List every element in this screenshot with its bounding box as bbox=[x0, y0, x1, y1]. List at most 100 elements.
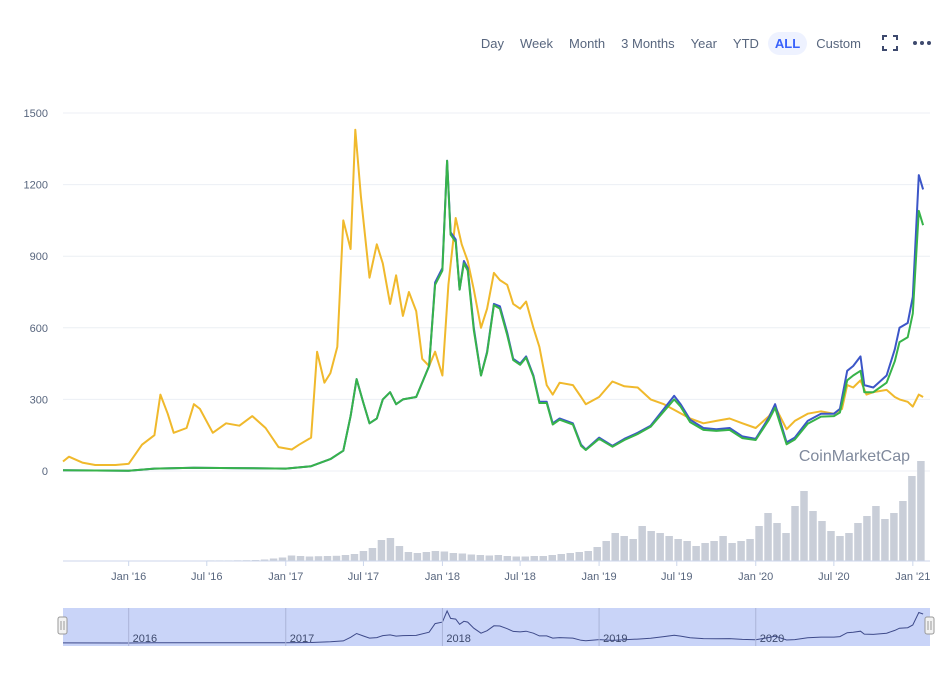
series-lines bbox=[62, 128, 925, 472]
top-edge bbox=[0, 0, 946, 4]
volume-bar bbox=[629, 539, 637, 561]
volume-bar bbox=[458, 553, 467, 561]
y-tick-label: 600 bbox=[30, 323, 48, 335]
navigator-year-label: 2020 bbox=[760, 633, 784, 645]
volume-bar bbox=[917, 461, 925, 561]
x-tick-label: Jan '21 bbox=[895, 571, 930, 583]
volume-bar bbox=[530, 556, 539, 561]
volume-bar bbox=[827, 531, 835, 561]
volume-bar bbox=[575, 552, 583, 561]
watermark-text: CoinMarketCap bbox=[799, 448, 910, 465]
volume-bar bbox=[566, 553, 574, 561]
y-tick-label: 1500 bbox=[24, 108, 48, 120]
navigator-year-label: 2019 bbox=[603, 633, 627, 645]
navigator-handle-right[interactable] bbox=[924, 616, 935, 635]
x-tick-label: Jan '19 bbox=[582, 571, 617, 583]
volume-bar bbox=[674, 539, 682, 561]
volume-bar bbox=[449, 553, 458, 561]
y-tick-label: 900 bbox=[30, 251, 48, 263]
range-3months-button[interactable]: 3 Months bbox=[621, 35, 675, 51]
volume-bar bbox=[719, 536, 727, 561]
volume-bar bbox=[368, 548, 377, 561]
volume-bar bbox=[278, 557, 287, 561]
range-month-button[interactable]: Month bbox=[569, 35, 606, 51]
volume-bar bbox=[323, 556, 332, 561]
navigator-line bbox=[62, 609, 924, 644]
volume-bar bbox=[476, 555, 485, 561]
x-tick-label: Jul '18 bbox=[504, 571, 535, 583]
volume-bar bbox=[494, 555, 503, 561]
range-week-button[interactable]: Week bbox=[520, 35, 554, 51]
navigator-year-label: 2017 bbox=[290, 633, 314, 645]
navigator-year-label: 2016 bbox=[133, 633, 157, 645]
range-ytd-button[interactable]: YTD bbox=[732, 35, 759, 51]
volume-bar bbox=[404, 552, 413, 561]
volume-bar bbox=[638, 526, 646, 561]
volume-bar bbox=[683, 541, 691, 561]
range-day-button[interactable]: Day bbox=[480, 35, 505, 51]
volume-bar bbox=[584, 551, 592, 561]
volume-bar bbox=[305, 556, 314, 561]
volume-bar bbox=[593, 547, 601, 561]
volume-bar bbox=[845, 533, 853, 561]
x-tick-label: Jan '16 bbox=[111, 571, 146, 583]
volume-bars bbox=[63, 461, 925, 561]
volume-bar bbox=[521, 556, 530, 561]
range-all-button[interactable]: ALL bbox=[767, 31, 808, 55]
x-tick-label: Jul '19 bbox=[661, 571, 692, 583]
volume-bar bbox=[881, 519, 889, 561]
volume-bar bbox=[899, 501, 907, 561]
volume-bar bbox=[269, 558, 278, 561]
x-tick-label: Jul '16 bbox=[191, 571, 222, 583]
volume-bar bbox=[728, 543, 736, 561]
series-line-green bbox=[62, 159, 925, 472]
volume-bar bbox=[431, 551, 440, 561]
volume-bar bbox=[386, 538, 395, 561]
series-line-yellow bbox=[62, 128, 924, 466]
volume-bar bbox=[422, 552, 431, 561]
volume-bar bbox=[863, 516, 871, 561]
more-horizontal-icon[interactable] bbox=[912, 40, 932, 46]
range-year-button[interactable]: Year bbox=[690, 35, 717, 51]
navigator-handle-left[interactable] bbox=[57, 616, 68, 635]
volume-bar bbox=[440, 551, 449, 561]
y-tick-label: 300 bbox=[30, 394, 48, 406]
volume-bar bbox=[557, 554, 565, 561]
volume-bar bbox=[809, 511, 817, 561]
volume-bar bbox=[602, 541, 610, 561]
navigator-window[interactable] bbox=[63, 608, 930, 646]
volume-bar bbox=[539, 556, 548, 561]
volume-bar bbox=[332, 555, 341, 561]
volume-bar bbox=[908, 476, 916, 561]
volume-bar bbox=[485, 555, 494, 561]
range-custom-button[interactable]: Custom bbox=[816, 35, 861, 51]
volume-bar bbox=[773, 523, 781, 561]
x-tick-label: Jan '18 bbox=[425, 571, 460, 583]
volume-bar bbox=[620, 536, 628, 561]
volume-bar bbox=[701, 543, 709, 561]
y-tick-label: 0 bbox=[42, 466, 48, 478]
expand-icon[interactable] bbox=[882, 35, 898, 51]
volume-bar bbox=[710, 541, 718, 561]
volume-bar bbox=[512, 556, 521, 561]
range-toolbar: Day Week Month 3 Months Year YTD ALL Cus… bbox=[472, 30, 932, 56]
grid-layer: 0 300 600 900 1200 1500 bbox=[24, 108, 930, 478]
volume-bar bbox=[782, 533, 790, 561]
volume-bar bbox=[746, 539, 754, 561]
volume-bar bbox=[755, 526, 763, 561]
volume-bar bbox=[737, 541, 745, 561]
volume-bar bbox=[818, 521, 826, 561]
volume-bar bbox=[395, 546, 404, 561]
x-axis: Jan '16 Jul '16 Jan '17 Jul '17 Jan '18 Jul '… bbox=[63, 560, 930, 583]
volume-bar bbox=[692, 546, 700, 561]
volume-bar bbox=[836, 536, 844, 561]
volume-bar bbox=[359, 551, 368, 561]
volume-bar bbox=[296, 556, 305, 561]
x-tick-label: Jan '17 bbox=[268, 571, 303, 583]
x-tick-label: Jul '20 bbox=[818, 571, 849, 583]
volume-bar bbox=[548, 555, 557, 561]
volume-bar bbox=[656, 533, 664, 561]
x-tick-label: Jan '20 bbox=[738, 571, 773, 583]
range-navigator[interactable]: 2016 2017 2018 2019 2020 bbox=[57, 608, 935, 646]
